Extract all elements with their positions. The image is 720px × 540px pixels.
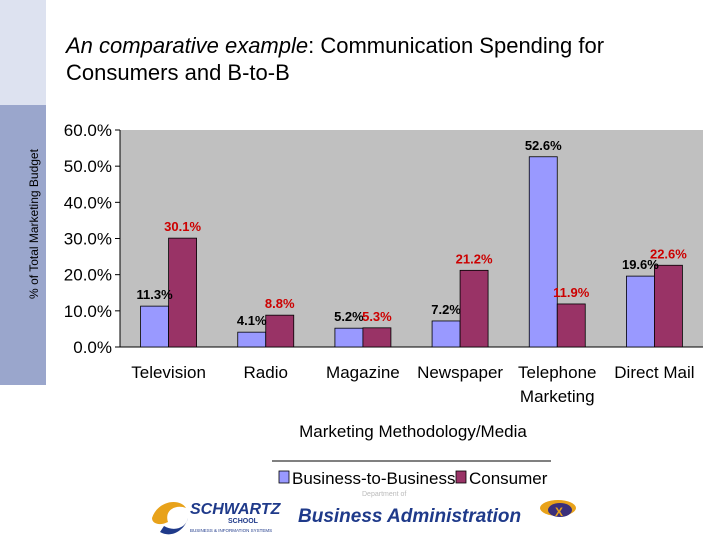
- data-label-consumer: 22.6%: [650, 246, 687, 261]
- slide-title-rest: : Communication Spending for Consumers a…: [66, 33, 605, 85]
- legend-swatch-business: [278, 470, 290, 484]
- chart-legend: Business-to-Business Consumer: [272, 460, 551, 488]
- x-tick-label: Marketing: [520, 387, 595, 406]
- bar-business: [431, 320, 461, 348]
- x-axis-tick-labels: Television Radio Magazine Newspaper Telephon…: [131, 363, 694, 406]
- bar-business: [237, 331, 267, 348]
- bar-consumer: [459, 269, 489, 348]
- plot-area: [120, 130, 703, 347]
- slide-sidebar-bar: [0, 0, 46, 385]
- data-label-business: 52.6%: [525, 138, 562, 153]
- schwartz-swoosh-icon: [152, 502, 186, 525]
- bar-business: [334, 327, 364, 348]
- department-small-text: Department of: [362, 491, 406, 498]
- data-label-consumer: 11.9%: [553, 285, 590, 300]
- schwartz-subtitle: BUSINESS & INFORMATION SYSTEMS: [190, 528, 272, 533]
- bar-business: [626, 275, 655, 348]
- bar-consumer: [654, 264, 683, 348]
- bar-consumer: [265, 314, 295, 348]
- schwartz-school: SCHOOL: [228, 518, 259, 525]
- bar-business: [528, 156, 558, 348]
- y-tick-label: 50.0%: [64, 157, 112, 176]
- data-label-consumer: 5.3%: [362, 309, 392, 324]
- x-tick-label: Radio: [244, 363, 288, 382]
- slide-sidebar-highlight: [0, 0, 46, 105]
- x-tick-label: Direct Mail: [614, 363, 694, 382]
- x-tick-label: Magazine: [326, 363, 400, 382]
- right-emblem: X: [540, 500, 576, 519]
- y-tick-label: 0.0%: [73, 338, 112, 357]
- slide-title-emphasis: An comparative example: [66, 33, 309, 58]
- y-tick-label: 20.0%: [64, 266, 112, 285]
- data-label-consumer: 30.1%: [164, 219, 201, 234]
- data-label-business: 7.2%: [431, 302, 461, 317]
- legend-label-business: Business-to-Business: [292, 469, 455, 488]
- bar-consumer: [362, 327, 392, 348]
- business-administration-logo: Business Administration: [298, 506, 521, 527]
- data-label-business: 11.3%: [137, 287, 174, 302]
- y-tick-label: 10.0%: [64, 302, 112, 321]
- y-tick-label: 30.0%: [64, 230, 112, 249]
- y-axis-title: % of Total Marketing Budget: [27, 148, 41, 299]
- data-label-business: 19.6%: [622, 257, 659, 272]
- slide-title: An comparative example: Communication Sp…: [66, 32, 720, 86]
- y-tick-label: 40.0%: [64, 193, 112, 212]
- schwartz-name: SCHWARTZ: [190, 501, 282, 518]
- emblem-letter: X: [555, 505, 563, 519]
- data-label-business: 5.2%: [334, 309, 364, 324]
- x-tick-label: Telephone: [518, 363, 596, 382]
- bar-consumer: [556, 303, 586, 348]
- legend-swatch-consumer: [455, 470, 467, 484]
- data-label-group: 11.3% 30.1% 4.1% 8.8% 5.2%5.3% 7.2% 21.2% 52.6%…: [137, 138, 688, 328]
- legend-label-consumer: Consumer: [469, 469, 548, 488]
- emblem-ring-icon: [548, 503, 572, 517]
- data-label-consumer: 21.2%: [456, 251, 493, 266]
- bar-series-group: [140, 156, 683, 348]
- x-tick-label: Television: [131, 363, 206, 382]
- schwartz-logo: SCHWARTZ SCHOOL BUSINESS & INFORMATION S…: [152, 501, 282, 535]
- footer-logos: SCHWARTZ SCHOOL BUSINESS & INFORMATION S…: [152, 491, 576, 535]
- x-axis-title: Marketing Methodology/Media: [299, 422, 527, 441]
- schwartz-swoosh-icon-2: [160, 518, 188, 535]
- data-label-business: 4.1%: [237, 313, 267, 328]
- y-tick-label: 60.0%: [64, 121, 112, 140]
- bar-consumer: [168, 237, 197, 348]
- y-axis: 0.0% 10.0% 20.0% 30.0% 40.0% 50.0% 60.0%: [64, 121, 703, 357]
- data-label-consumer: 8.8%: [265, 296, 295, 311]
- bar-business: [140, 305, 169, 348]
- x-tick-label: Newspaper: [417, 363, 503, 382]
